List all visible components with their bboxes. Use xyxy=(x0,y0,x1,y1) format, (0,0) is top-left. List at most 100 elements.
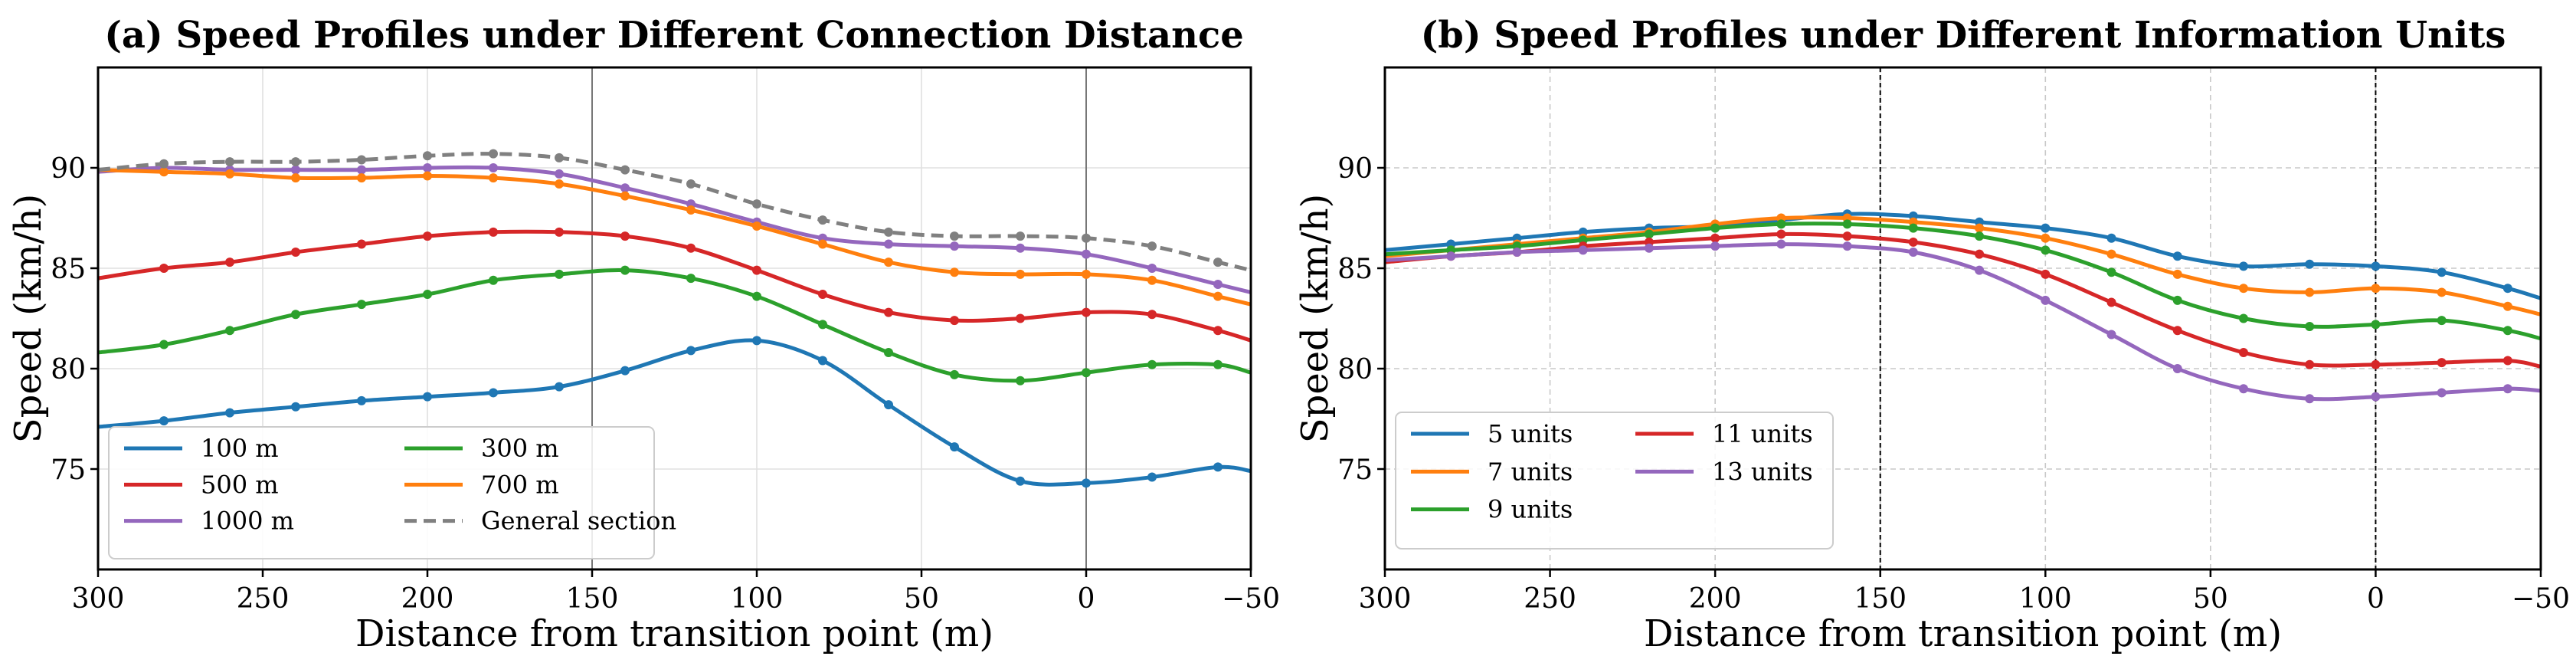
data-point xyxy=(2041,245,2051,255)
data-point xyxy=(1710,233,1720,243)
legend-label: 1000 m xyxy=(201,507,294,536)
data-point xyxy=(620,165,630,175)
data-point xyxy=(950,241,959,251)
data-point xyxy=(1776,239,1786,249)
data-point xyxy=(1710,223,1720,233)
data-point xyxy=(1213,359,1223,369)
data-point xyxy=(1016,231,1025,241)
data-point xyxy=(1512,248,1522,258)
x-tick-label: 50 xyxy=(904,583,939,615)
data-point xyxy=(950,316,959,326)
data-point xyxy=(1082,478,1091,488)
data-point xyxy=(2305,321,2315,331)
x-tick-label: 150 xyxy=(1854,583,1907,615)
data-point xyxy=(2437,388,2447,398)
y-tick-label: 90 xyxy=(1337,153,1373,185)
series-line xyxy=(1384,231,2542,369)
y-tick-label: 85 xyxy=(51,254,86,285)
data-point xyxy=(1213,258,1223,267)
data-point xyxy=(1016,376,1025,385)
data-point xyxy=(2437,287,2447,297)
data-point xyxy=(1147,241,1157,251)
x-tick-label: 200 xyxy=(401,583,454,615)
y-tick-label: 80 xyxy=(51,354,86,385)
data-point xyxy=(555,179,564,189)
data-point xyxy=(2106,330,2116,340)
data-point xyxy=(1975,223,1985,233)
data-point xyxy=(225,169,234,179)
data-point xyxy=(225,408,234,418)
data-point xyxy=(2238,284,2248,294)
x-axis-label: Distance from transition point (m) xyxy=(1644,612,2282,655)
legend-label: General section xyxy=(481,507,676,536)
data-point xyxy=(1147,359,1157,369)
data-point xyxy=(1147,275,1157,285)
x-tick-label: 0 xyxy=(1078,583,1095,615)
data-point xyxy=(2041,269,2051,279)
data-point xyxy=(357,395,366,405)
data-point xyxy=(2371,359,2381,369)
data-point xyxy=(423,171,432,181)
data-point xyxy=(423,290,432,300)
data-point xyxy=(2437,358,2447,368)
data-point xyxy=(1213,291,1223,301)
data-point xyxy=(225,326,234,336)
legend: 100 m 500 m 1000 m 300 m 700 m General sectio… xyxy=(108,426,676,559)
data-point xyxy=(1213,326,1223,336)
data-point xyxy=(1082,269,1091,279)
data-point xyxy=(2437,316,2447,326)
x-tick-label: 200 xyxy=(1689,583,1742,615)
chart-title: (a) Speed Profiles under Different Conne… xyxy=(104,14,1244,57)
legend-label: 100 m xyxy=(201,434,279,463)
data-point xyxy=(686,274,696,284)
data-point xyxy=(2305,394,2315,404)
data-point xyxy=(1578,245,1588,255)
data-point xyxy=(1446,251,1456,261)
data-point xyxy=(291,173,300,183)
data-point xyxy=(357,300,366,310)
y-axis-label: Speed (km/h) xyxy=(7,194,50,444)
data-point xyxy=(1213,279,1223,289)
plot-frame xyxy=(1383,66,2542,571)
data-point xyxy=(159,264,169,273)
data-point xyxy=(2172,364,2182,373)
legend-label: 300 m xyxy=(481,434,559,463)
x-tick-label: 300 xyxy=(1359,583,1412,615)
data-point xyxy=(1016,269,1025,279)
data-point xyxy=(1776,219,1786,229)
data-point xyxy=(2172,251,2182,261)
data-point xyxy=(357,165,366,175)
data-point xyxy=(1975,265,1985,275)
data-point xyxy=(686,205,696,215)
data-point xyxy=(620,191,630,201)
legend-label: 11 units xyxy=(1712,419,1813,448)
data-point xyxy=(950,231,959,241)
data-point xyxy=(291,310,300,320)
data-point xyxy=(555,382,564,392)
data-point xyxy=(489,149,498,159)
data-point xyxy=(2238,313,2248,323)
y-tick-label: 75 xyxy=(51,454,86,486)
x-tick-label: 300 xyxy=(72,583,125,615)
data-point xyxy=(2172,295,2182,305)
data-point xyxy=(2305,287,2315,297)
data-point xyxy=(620,231,630,241)
data-point xyxy=(2371,261,2381,271)
legend-label: 7 units xyxy=(1488,457,1573,486)
x-tick-label: −50 xyxy=(2512,583,2570,615)
data-point xyxy=(489,163,498,172)
data-point xyxy=(423,231,432,241)
data-point xyxy=(159,167,169,177)
data-point xyxy=(489,388,498,398)
data-point xyxy=(950,442,959,452)
data-point xyxy=(291,165,300,175)
legend-label: 700 m xyxy=(481,470,559,499)
data-point xyxy=(2437,267,2447,277)
data-point xyxy=(818,320,827,330)
data-point xyxy=(884,400,893,410)
data-point xyxy=(2305,359,2315,369)
legend-label: 500 m xyxy=(201,470,279,499)
data-point xyxy=(2502,301,2512,311)
x-tick-label: 250 xyxy=(1524,583,1576,615)
data-point xyxy=(357,155,366,165)
